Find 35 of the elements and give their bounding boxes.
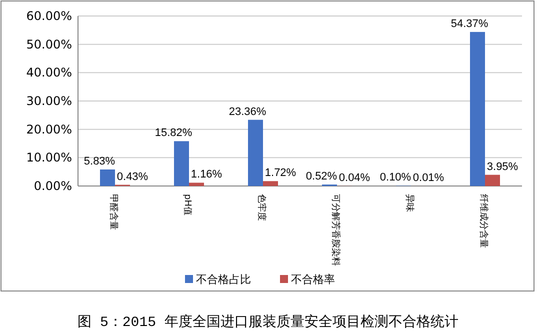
bar <box>100 169 115 186</box>
y-tick-label: 40.00% <box>26 66 72 80</box>
data-label: 54.37% <box>450 18 488 30</box>
data-label: 23.36% <box>228 106 266 118</box>
x-tick-label: 纤维成分含量 <box>478 194 489 248</box>
data-label: 15.82% <box>154 127 192 140</box>
bar <box>248 120 263 186</box>
bar <box>174 141 189 186</box>
data-label: 0.04% <box>338 172 370 184</box>
text: 图 5：2015 年度全国进口服装质量安全项目检测不合格统计 <box>78 314 458 331</box>
x-tick-label: 色牢度 <box>256 194 267 221</box>
data-label: 1.16% <box>190 168 222 181</box>
data-label: 0.01% <box>412 172 444 184</box>
y-tick-label: 0.00% <box>34 179 72 193</box>
data-label: 0.43% <box>116 170 148 183</box>
data-label: 0.52% <box>306 170 338 183</box>
bar <box>470 32 485 186</box>
bar <box>189 182 204 186</box>
x-tick-label: 甲醛含量 <box>108 194 119 230</box>
bar <box>485 174 500 186</box>
x-tick-label: 可分解芳香胺染料 <box>330 194 341 266</box>
y-tick-label: 10.00% <box>26 150 72 165</box>
y-tick-label: 20.00% <box>26 122 72 136</box>
legend-label: 不合格占比 <box>196 273 251 286</box>
data-label: 3.95% <box>486 160 518 173</box>
bar <box>263 181 278 186</box>
x-tick-label: pH值 <box>182 194 193 216</box>
y-tick-label: 30.00% <box>26 94 72 108</box>
data-label: 5.83% <box>84 155 116 168</box>
y-tick-label: 50.00% <box>26 37 72 52</box>
x-tick-label: 异味 <box>404 194 415 212</box>
data-label: 1.72% <box>264 167 296 180</box>
y-tick-label: 60.00% <box>26 9 72 23</box>
legend-label: 不合格率 <box>291 273 335 286</box>
data-label: 0.10% <box>380 172 412 184</box>
